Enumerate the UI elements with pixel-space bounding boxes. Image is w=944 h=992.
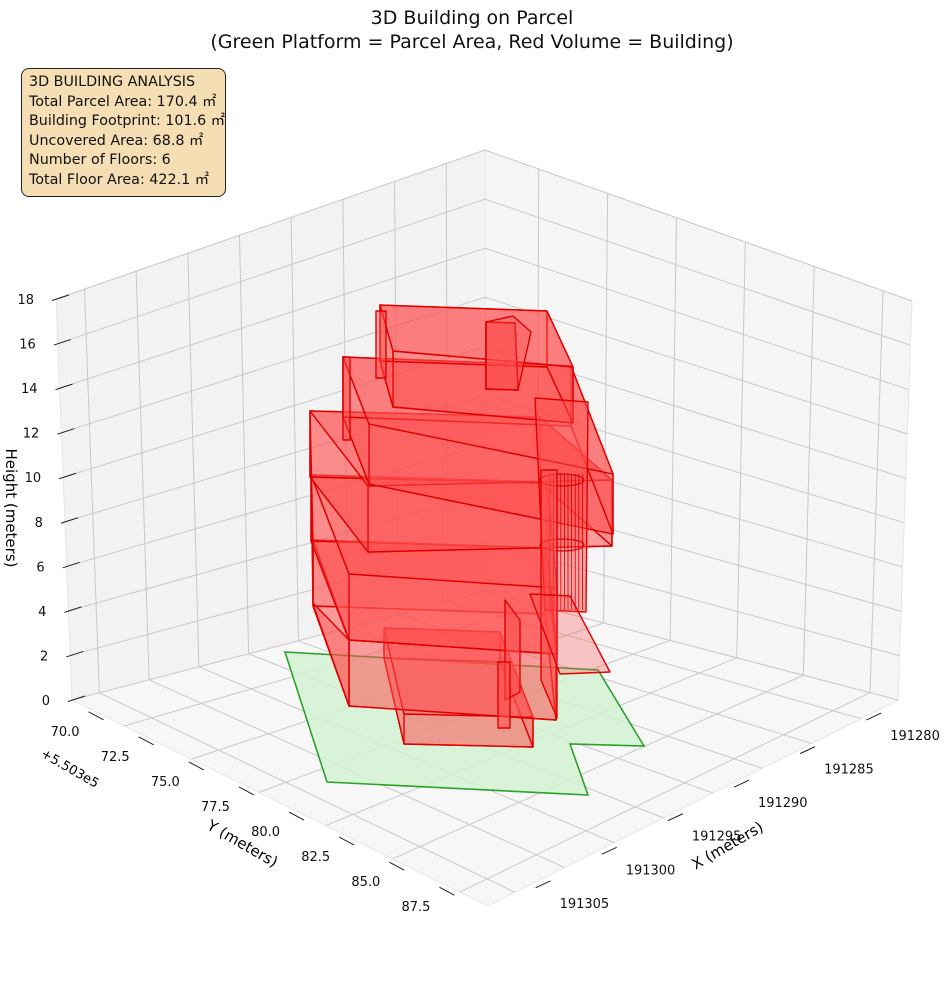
x-grid-line	[392, 266, 815, 860]
shaft-rim	[539, 538, 585, 552]
z-tick-label: 10	[25, 471, 42, 486]
y-tick	[338, 836, 355, 846]
analysis-info-box: 3D BUILDING ANALYSIS Total Parcel Area: …	[21, 68, 226, 197]
x-tick	[733, 779, 750, 788]
z-tick-label: 14	[21, 382, 38, 397]
y-tick	[389, 861, 405, 871]
axis-ticks: 0 2 4 6 8 10 12 14 16 18 70.0 72.5 75.0 77.5 80.0 82.5 8…	[17, 293, 939, 915]
z-tick-label: 0	[42, 694, 50, 709]
z-tick	[58, 472, 77, 480]
x-tick	[601, 846, 617, 855]
x-tick-label: 191280	[890, 729, 940, 744]
x-grid-line	[459, 290, 884, 893]
y-tick-label: 75.0	[151, 775, 180, 790]
x-tick-label: 191305	[560, 897, 610, 912]
y-tick	[238, 786, 255, 796]
y-tick	[88, 711, 104, 721]
x-tick	[866, 712, 882, 721]
y-tick	[188, 761, 205, 771]
z-tick	[67, 695, 86, 702]
z-tick-label: 6	[36, 560, 44, 575]
y-tick-label: 80.0	[251, 825, 280, 840]
y-tick-label: 70.0	[51, 725, 80, 740]
building-face	[342, 356, 351, 441]
z-tick-label: 8	[35, 516, 43, 531]
chart-title: 3D Building on Parcel	[370, 7, 574, 29]
y-tick	[288, 811, 305, 821]
z-tick	[60, 517, 79, 524]
x-axis-label: X (meters)	[688, 818, 766, 873]
info-title: 3D BUILDING ANALYSIS	[29, 74, 196, 90]
y-tick	[439, 886, 455, 896]
chart-subtitle: (Green Platform = Parcel Area, Red Volum…	[210, 31, 734, 53]
y-tick-label: 85.0	[351, 875, 380, 890]
z-tick-label: 12	[23, 427, 40, 442]
x-tick-label: 191300	[626, 863, 676, 878]
y-tick-label: 87.5	[401, 900, 430, 915]
x-tick-label: 191295	[692, 830, 742, 845]
building-face	[379, 360, 574, 424]
z-tick-label: 18	[17, 293, 34, 308]
z-axis-label: Height (meters)	[2, 449, 20, 568]
building-face	[529, 593, 611, 675]
z-tick	[53, 339, 71, 346]
info-floor-area: Total Floor Area: 422.1 ㎡	[29, 171, 210, 188]
z-grid-line	[61, 296, 908, 435]
y-grid-line	[135, 271, 565, 868]
z-tick	[66, 650, 84, 658]
x-tick	[535, 880, 551, 889]
z-tick-label: 2	[40, 649, 48, 664]
z-tick	[57, 428, 75, 435]
y-tick-label: 82.5	[301, 850, 330, 865]
shaft-rim	[539, 473, 585, 487]
x-tick	[799, 746, 816, 755]
z-grid-line	[55, 149, 913, 302]
building-face	[497, 661, 511, 729]
x-tick-label: 191285	[824, 763, 874, 778]
y-tick-label: 77.5	[201, 800, 230, 815]
z-tick-label: 16	[19, 338, 36, 353]
building-face	[485, 315, 532, 391]
z-grid-line	[57, 198, 911, 346]
y-tick	[138, 736, 154, 746]
x-tick-label: 191290	[758, 796, 808, 811]
building-face	[375, 310, 387, 379]
y-tick-label: 72.5	[101, 750, 130, 765]
z-tick	[62, 561, 80, 569]
z-tick-label: 4	[38, 605, 46, 620]
info-footprint: Building Footprint: 101.6 ㎡	[29, 113, 226, 129]
building-face	[309, 410, 350, 707]
z-grid-line	[59, 247, 910, 391]
building-volume	[309, 304, 614, 748]
info-floors: Number of Floors: 6	[29, 152, 171, 168]
building-face	[342, 356, 614, 475]
y-offset-label: +5.503e5	[38, 746, 101, 791]
x-tick	[667, 813, 684, 822]
z-tick	[55, 383, 73, 391]
z-tick	[51, 294, 70, 301]
building-face	[379, 304, 574, 368]
info-uncovered: Uncovered Area: 68.8 ㎡	[29, 132, 204, 149]
info-parcel-area: Total Parcel Area: 170.4 ㎡	[29, 93, 217, 110]
y-grid-line	[83, 289, 516, 893]
z-tick	[64, 606, 82, 613]
